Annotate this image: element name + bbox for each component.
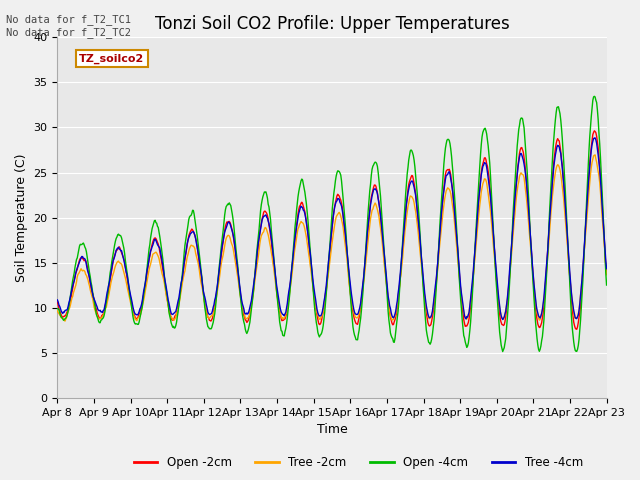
Title: Tonzi Soil CO2 Profile: Upper Temperatures: Tonzi Soil CO2 Profile: Upper Temperatur… — [155, 15, 509, 33]
Legend: Open -2cm, Tree -2cm, Open -4cm, Tree -4cm: Open -2cm, Tree -2cm, Open -4cm, Tree -4… — [129, 452, 588, 474]
Text: No data for f_T2_TC1
No data for f_T2_TC2: No data for f_T2_TC1 No data for f_T2_TC… — [6, 14, 131, 38]
Text: TZ_soilco2: TZ_soilco2 — [79, 54, 145, 64]
X-axis label: Time: Time — [317, 423, 348, 436]
Y-axis label: Soil Temperature (C): Soil Temperature (C) — [15, 154, 28, 282]
